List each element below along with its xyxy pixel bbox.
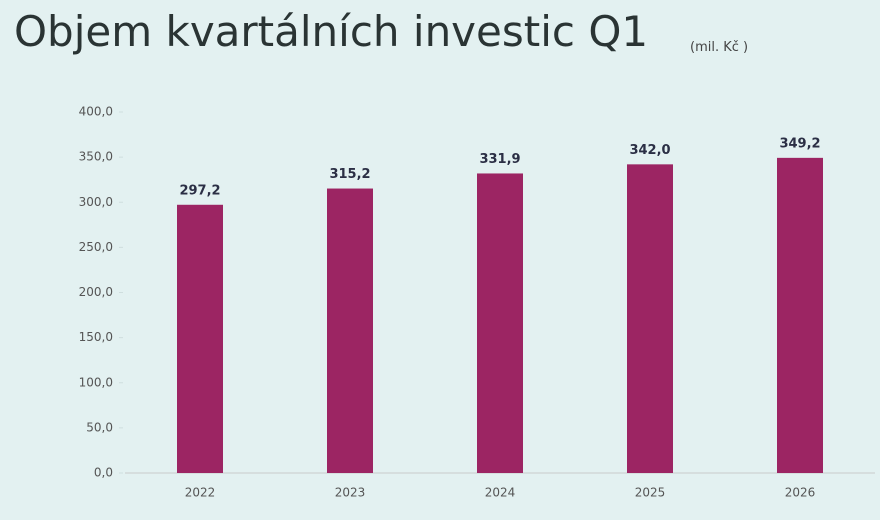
bar: [777, 157, 823, 474]
x-tick-label: 2026: [785, 486, 816, 500]
value-label: 331,9: [479, 152, 520, 167]
bar: [327, 188, 373, 474]
y-tick-label: 300,0: [79, 195, 113, 209]
value-label: 297,2: [179, 183, 220, 198]
y-tick-label: 50,0: [86, 420, 113, 434]
x-tick-label: 2025: [635, 486, 666, 500]
value-label: 342,0: [629, 143, 670, 158]
bar: [627, 164, 673, 473]
x-tick-label: 2023: [335, 486, 366, 500]
y-tick-label: 150,0: [79, 330, 113, 344]
y-tick-label: 400,0: [79, 105, 113, 119]
chart-title: Objem kvartálních investic Q1: [14, 7, 648, 56]
value-label: 349,2: [779, 136, 820, 151]
bar: [477, 173, 523, 473]
bar: [177, 204, 223, 474]
chart-subtitle: (mil. Kč ): [690, 40, 748, 55]
y-tick-label: 100,0: [79, 375, 113, 389]
y-tick-label: 200,0: [79, 285, 113, 299]
y-tick-label: 0,0: [94, 466, 113, 480]
x-tick-label: 2024: [485, 486, 516, 500]
y-tick-label: 350,0: [79, 150, 113, 164]
y-tick-label: 250,0: [79, 240, 113, 254]
x-tick-label: 2022: [185, 486, 216, 500]
value-label: 315,2: [329, 167, 370, 182]
